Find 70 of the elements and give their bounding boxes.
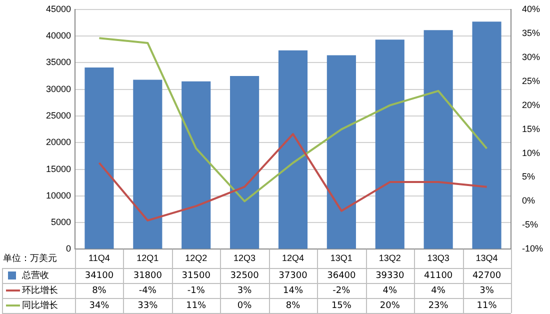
y-tick-label: 0 [66, 244, 71, 254]
x-tick-label: 12Q1 [136, 253, 159, 264]
data-label: -4% [138, 286, 157, 296]
y2-tick-label: 40% [522, 4, 540, 14]
data-label: 33% [138, 300, 158, 311]
data-label: 36400 [327, 270, 356, 281]
y-tick-label: 30000 [46, 84, 71, 94]
legend-label: 总营收 [21, 270, 49, 281]
data-label: 34100 [84, 270, 114, 281]
data-label: 31800 [133, 270, 162, 281]
data-label: 20% [380, 300, 400, 311]
data-label: 14% [282, 286, 304, 296]
data-label: 4% [382, 286, 398, 296]
data-label: 41100 [424, 270, 453, 281]
bar [424, 30, 453, 249]
bar [230, 76, 260, 249]
y2-tick-label: 20% [522, 100, 540, 110]
data-label: -2% [332, 286, 351, 296]
y2-tick-label: 5% [522, 172, 536, 182]
x-tick-label: 13Q3 [427, 253, 450, 264]
data-label: 11% [186, 300, 207, 311]
y-tick-label: 15000 [46, 164, 71, 174]
y2-tick-label: -5% [522, 220, 538, 230]
text: 单位：万美元 [3, 252, 57, 264]
data-label: 8% [286, 300, 301, 311]
data-label: 42700 [472, 270, 502, 281]
x-tick-label: 13Q1 [330, 253, 352, 264]
y-tick-label: 40000 [46, 30, 71, 41]
data-label: -1% [187, 286, 206, 296]
y2-tick-label: 15% [522, 124, 540, 134]
legend-label: 同比增长 [22, 300, 58, 311]
bar [326, 55, 356, 249]
data-label: 4% [431, 286, 446, 296]
y2-tick-label: 0% [522, 196, 536, 206]
bar [133, 80, 162, 249]
data-label: 34% [89, 300, 110, 311]
bar [84, 67, 114, 249]
data-label: 31500 [182, 270, 211, 281]
bar [472, 22, 502, 249]
data-label: 37300 [278, 270, 308, 281]
x-tick-label: 12Q2 [185, 253, 208, 264]
data-label: 32500 [230, 270, 260, 281]
x-tick-label: 13Q4 [476, 253, 498, 264]
y-tick-label: 5000 [50, 217, 71, 228]
data-label: 23% [428, 300, 449, 311]
y2-tick-label: 30% [522, 52, 540, 62]
y2-tick-label: -10% [522, 244, 544, 254]
bar [182, 81, 211, 249]
x-tick-label: 13Q2 [378, 253, 401, 264]
y2-tick-label: 25% [522, 76, 540, 86]
bar [375, 40, 404, 249]
y2-tick-label: 35% [522, 28, 540, 38]
data-label: 39330 [376, 270, 404, 281]
data-label: 3% [480, 286, 494, 296]
x-tick-label: 12Q4 [282, 253, 304, 264]
y2-tick-label: 10% [522, 148, 540, 158]
y-tick-label: 45000 [46, 4, 71, 14]
data-label: 3% [237, 286, 252, 296]
data-label: 15% [331, 300, 352, 311]
data-label: 11% [476, 300, 498, 311]
y-tick-label: 10000 [46, 190, 71, 200]
data-label: 8% [92, 286, 107, 296]
legend-label: 环比增长 [22, 284, 58, 296]
y-tick-label: 35000 [46, 57, 71, 68]
x-tick-label: 12Q3 [234, 253, 256, 264]
bar [278, 50, 308, 249]
y-tick-label: 25000 [46, 110, 71, 120]
y-tick-label: 20000 [46, 137, 71, 148]
x-tick-label: 11Q4 [88, 253, 110, 264]
data-label: 0% [237, 300, 252, 311]
